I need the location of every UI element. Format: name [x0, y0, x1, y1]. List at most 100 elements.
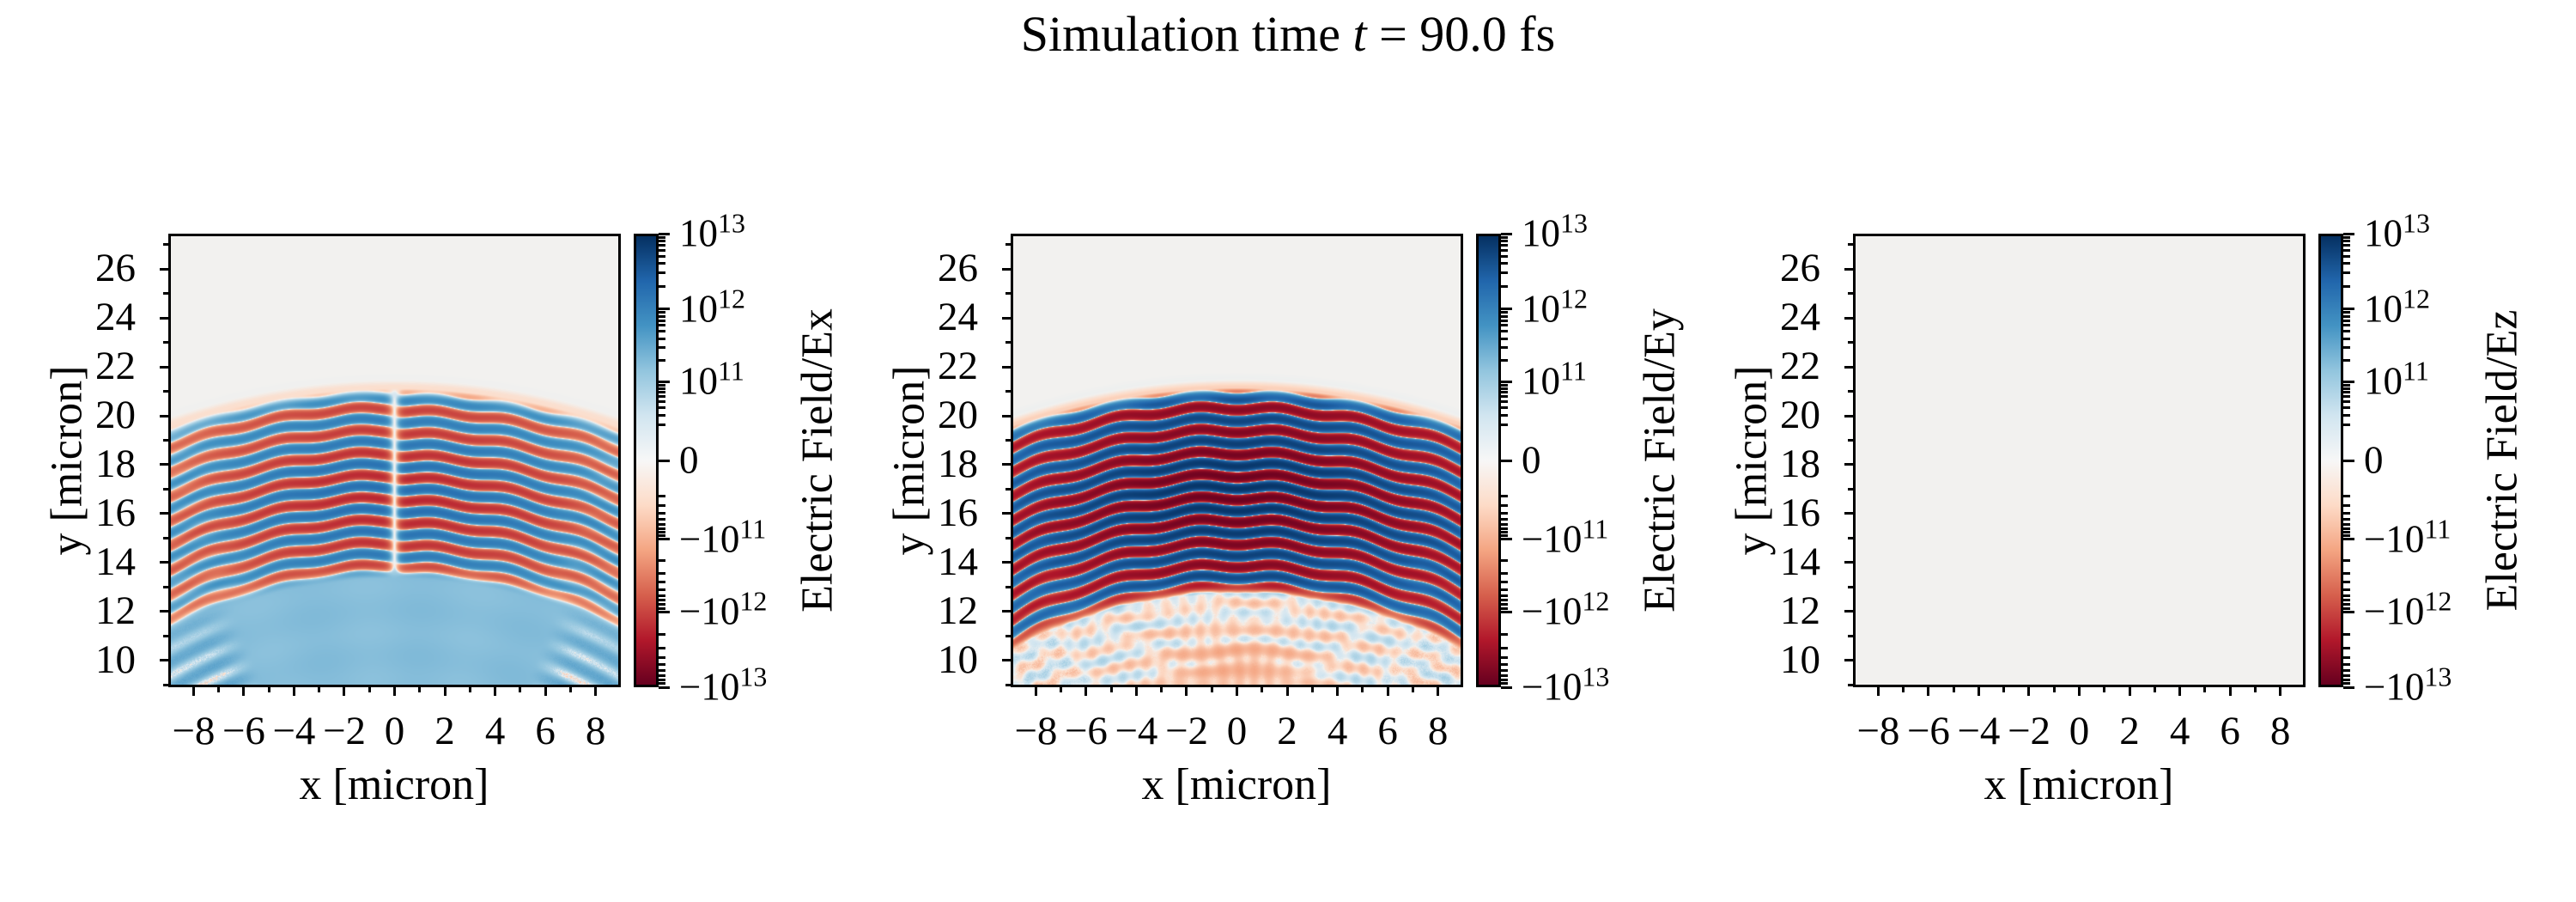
colorbar-minor-tick — [2343, 400, 2350, 404]
x-major-tick — [343, 687, 346, 696]
colorbar-minor-tick — [1501, 669, 1508, 672]
colorbar-minor-tick — [659, 594, 665, 597]
colorbar-minor-tick — [659, 423, 665, 426]
colorbar-minor-tick — [2343, 311, 2350, 314]
x-tick-label: −4 — [1957, 709, 2001, 753]
colorbar-minor-tick — [2343, 359, 2350, 363]
y-tick-label: 14 — [1780, 539, 1820, 584]
colorbar-minor-tick — [1501, 391, 1508, 394]
x-tick-label: 6 — [2220, 709, 2240, 753]
colorbar-ey — [1476, 234, 1501, 687]
colorbar-tick-label: −1013 — [2364, 661, 2452, 709]
colorbar-minor-tick — [659, 646, 665, 649]
colorbar-minor-tick — [1501, 244, 1508, 247]
y-minor-tick — [1848, 341, 1853, 344]
colorbar-minor-tick — [2343, 531, 2350, 534]
x-minor-tick — [368, 687, 371, 692]
colorbar-major-tick — [1501, 610, 1512, 613]
y-minor-tick — [1848, 634, 1853, 637]
x-minor-tick — [1060, 687, 1063, 692]
colorbar-minor-tick — [2343, 606, 2350, 610]
colorbar-minor-tick — [1501, 527, 1508, 530]
y-minor-tick — [1005, 487, 1011, 491]
colorbar-minor-tick — [659, 606, 665, 610]
y-tick-label: 14 — [95, 539, 136, 584]
colorbar-minor-tick — [659, 311, 665, 314]
x-major-tick — [1977, 687, 1980, 696]
x-major-tick — [393, 687, 396, 696]
colorbar-minor-tick — [659, 571, 665, 575]
colorbar-tick-label: 1012 — [679, 283, 745, 331]
y-tick-label: 18 — [1780, 442, 1820, 487]
y-tick-label: 16 — [938, 491, 978, 536]
y-minor-tick — [1848, 487, 1853, 491]
y-tick-label: 16 — [1780, 491, 1820, 536]
plot-area-ez — [1853, 234, 2306, 687]
colorbar-minor-tick — [659, 284, 665, 288]
colorbar-minor-tick — [659, 512, 665, 515]
x-minor-tick — [1411, 687, 1414, 692]
colorbar-major-tick — [2343, 610, 2354, 613]
x-tick-label: 4 — [1327, 709, 1348, 753]
y-major-tick — [160, 316, 168, 320]
colorbar-minor-tick — [659, 522, 665, 526]
colorbar-minor-tick — [1501, 678, 1508, 681]
colorbar-major-tick — [659, 308, 670, 311]
colorbar-minor-tick — [2343, 594, 2350, 597]
colorbar-minor-tick — [659, 655, 665, 659]
colorbar-minor-tick — [659, 387, 665, 390]
x-minor-tick — [2052, 687, 2056, 692]
colorbar-gradient — [2321, 236, 2341, 685]
colorbar-minor-tick — [1501, 663, 1508, 667]
colorbar-major-tick — [659, 610, 670, 613]
x-tick-label: −2 — [1164, 709, 1208, 753]
colorbar-minor-tick — [1501, 517, 1508, 521]
colorbar-minor-tick — [659, 633, 665, 637]
colorbar-minor-tick — [659, 330, 665, 333]
colorbar-minor-tick — [1501, 337, 1508, 340]
x-tick-label: 6 — [535, 709, 556, 753]
x-major-tick — [594, 687, 598, 696]
y-tick-label: 12 — [95, 588, 136, 633]
colorbar-minor-tick — [2343, 330, 2350, 333]
colorbar-minor-tick — [1501, 324, 1508, 327]
colorbar-minor-tick — [2343, 599, 2350, 602]
colorbar-minor-tick — [659, 254, 665, 258]
x-tick-label: 4 — [2169, 709, 2190, 753]
colorbar-tick-label: 1011 — [1522, 355, 1587, 403]
colorbar-minor-tick — [1501, 248, 1508, 252]
heatmap-canvas-ey — [1013, 236, 1461, 685]
colorbar-major-tick — [2343, 380, 2354, 383]
colorbar-minor-tick — [659, 400, 665, 404]
colorbar-tick-label: −1013 — [679, 661, 768, 709]
y-minor-tick — [163, 536, 168, 539]
colorbar-minor-tick — [2343, 240, 2350, 243]
x-minor-tick — [1310, 687, 1314, 692]
colorbar-minor-tick — [659, 337, 665, 340]
colorbar-minor-tick — [659, 391, 665, 394]
y-major-tick — [160, 659, 168, 662]
x-tick-label: 8 — [1427, 709, 1449, 753]
x-major-tick — [1236, 687, 1238, 696]
x-minor-tick — [1160, 687, 1163, 692]
colorbar-minor-tick — [2343, 603, 2350, 606]
colorbar-minor-tick — [659, 663, 665, 667]
y-major-tick — [1002, 561, 1011, 564]
colorbar-minor-tick — [659, 673, 665, 677]
colorbar-minor-tick — [2343, 558, 2350, 562]
y-tick-label: 18 — [95, 442, 136, 487]
colorbar-gradient — [1479, 236, 1498, 685]
y-tick-label: 18 — [938, 442, 978, 487]
colorbar-minor-tick — [659, 405, 665, 409]
colorbar-minor-tick — [1501, 359, 1508, 363]
y-minor-tick — [163, 439, 168, 442]
x-major-tick — [1437, 687, 1440, 696]
x-tick-label: 0 — [2069, 709, 2090, 753]
x-minor-tick — [519, 687, 522, 692]
colorbar-minor-tick — [659, 413, 665, 417]
colorbar-minor-tick — [1501, 594, 1508, 597]
colorbar-minor-tick — [1501, 633, 1508, 637]
colorbar-minor-tick — [2343, 235, 2350, 239]
colorbar-minor-tick — [1501, 387, 1508, 390]
